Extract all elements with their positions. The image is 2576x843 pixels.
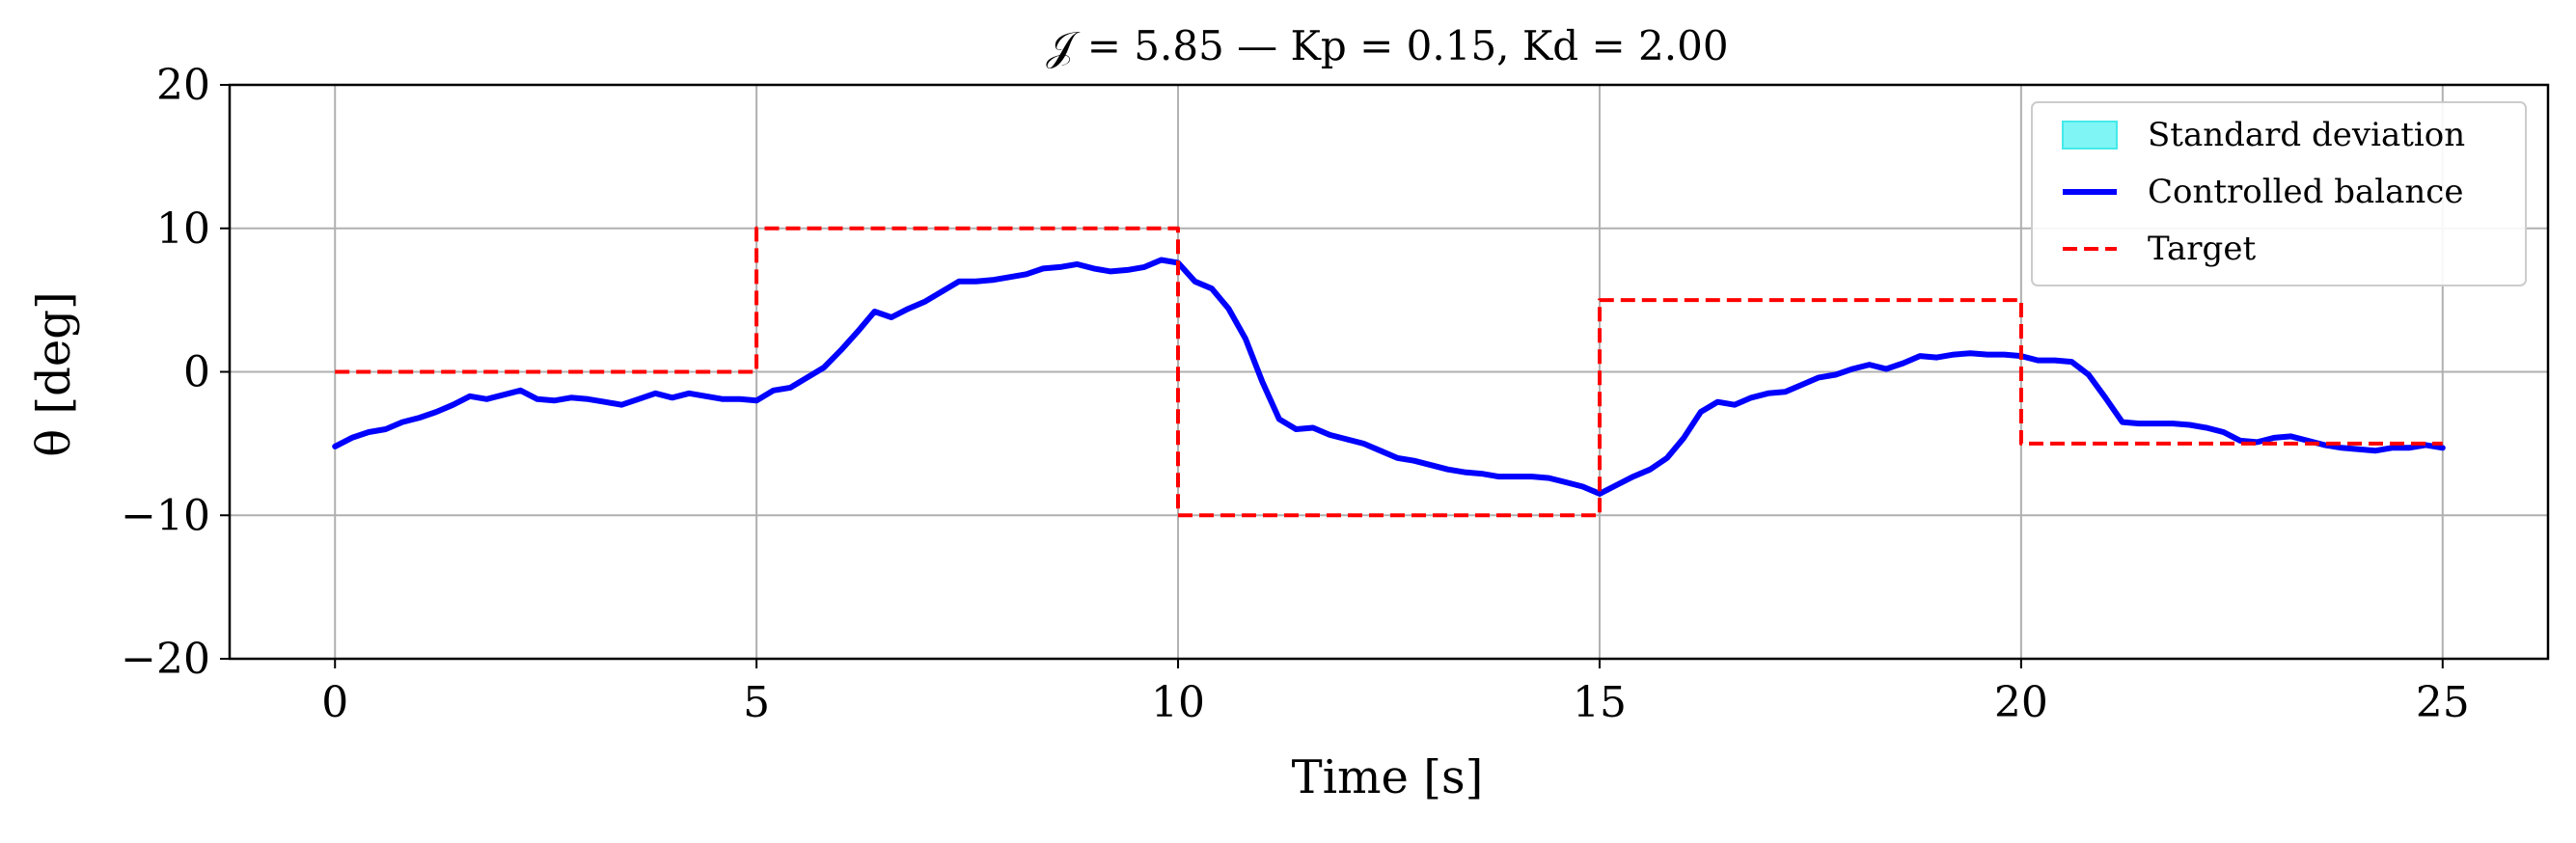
x-tick-label: 10 bbox=[1151, 678, 1205, 727]
x-tick-label: 20 bbox=[1994, 678, 2048, 727]
controlled-balance-series-line bbox=[332, 257, 2446, 497]
y-tick-label: 20 bbox=[156, 61, 210, 110]
legend-swatch-std bbox=[2062, 121, 2118, 150]
y-tick-label: −10 bbox=[121, 491, 210, 540]
x-tick-label: 0 bbox=[321, 678, 348, 727]
x-tick-label: 5 bbox=[743, 678, 770, 727]
legend-label: Controlled balance bbox=[2148, 173, 2463, 211]
y-tick-label: 10 bbox=[156, 204, 210, 254]
y-tick-label: −20 bbox=[121, 635, 210, 684]
legend-box bbox=[2031, 101, 2527, 286]
chart-title: 𝒥 = 5.85 — Kp = 0.15, Kd = 2.00 bbox=[1046, 22, 1728, 69]
target-series-line bbox=[335, 226, 2443, 518]
tick-layer: 0 5 10 15 20 25 −20 −10 0 10 20 bbox=[121, 61, 2470, 727]
legend-label: Target bbox=[2148, 230, 2256, 268]
series-layer bbox=[332, 226, 2446, 518]
x-axis-label: Time [s] bbox=[1292, 750, 1484, 804]
x-tick-label: 25 bbox=[2416, 678, 2470, 727]
legend-label: Standard deviation bbox=[2148, 116, 2465, 154]
x-tick-label: 15 bbox=[1573, 678, 1627, 727]
y-tick-label: 0 bbox=[183, 348, 210, 397]
y-axis-label: θ [deg] bbox=[27, 291, 81, 456]
legend: Standard deviation Controlled balance Targ… bbox=[2031, 101, 2527, 286]
